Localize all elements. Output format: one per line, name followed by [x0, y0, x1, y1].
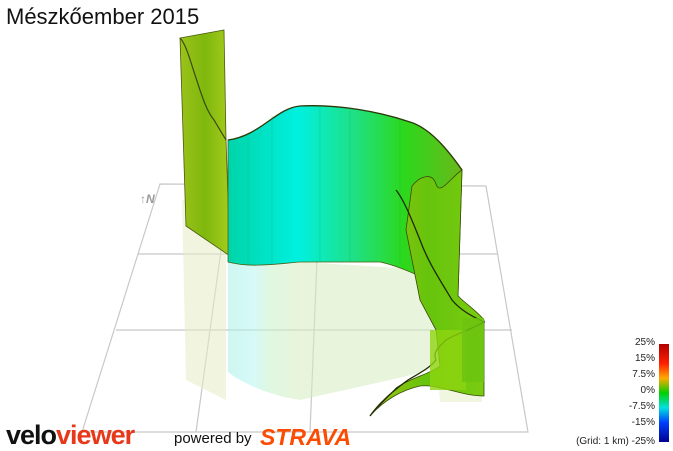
legend-tick: 7.5% — [632, 369, 655, 380]
grid-note-text: (Grid: 1 km) — [576, 436, 629, 447]
legend-tick: 0% — [640, 385, 655, 396]
logo-viewer-text: viewer — [56, 420, 135, 450]
legend-color-bar — [659, 344, 669, 442]
legend-grid-note: (Grid: 1 km) -25% — [576, 436, 655, 447]
legend-tick: 15% — [634, 353, 655, 364]
veloviewer-logo[interactable]: veloviewer — [6, 420, 135, 451]
wall-segment-a — [179, 29, 231, 257]
strava-logo[interactable]: STRAVA — [260, 424, 352, 450]
legend-tick: 25% — [634, 337, 655, 348]
wall-segment-b — [227, 105, 463, 297]
legend-tick: -25% — [631, 436, 655, 447]
branding-bar: veloviewer powered by STRAVA — [6, 420, 366, 451]
chart-title: Mészkőember 2015 — [6, 4, 200, 29]
powered-by-label: powered by — [174, 430, 252, 447]
wall-segment-c — [369, 169, 486, 417]
north-indicator: ↑N — [140, 192, 155, 206]
legend-tick: -7.5% — [628, 401, 655, 412]
legend-tick: -15% — [631, 417, 655, 428]
logo-velo-text: velo — [6, 420, 57, 450]
